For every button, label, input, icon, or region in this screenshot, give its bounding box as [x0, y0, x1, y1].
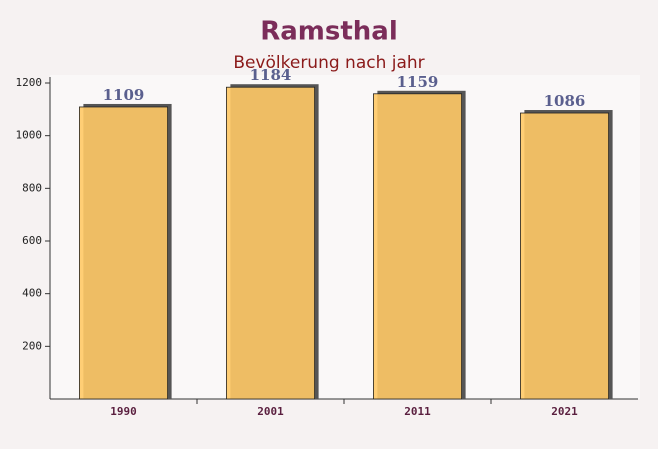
- value-label: 1086: [544, 92, 586, 110]
- bar: [225, 86, 315, 400]
- value-label: 1184: [250, 66, 292, 84]
- chart-subtitle: Bevölkerung nach jahr: [233, 53, 424, 73]
- y-tick-label: 800: [22, 181, 42, 194]
- x-tick-label: 2001: [257, 405, 284, 418]
- value-label: 1159: [397, 73, 439, 91]
- y-tick-label: 1200: [16, 76, 43, 89]
- bar: [79, 106, 168, 400]
- value-label: 1109: [103, 86, 145, 104]
- y-tick-label: 200: [22, 339, 42, 352]
- y-tick-label: 400: [22, 287, 42, 300]
- bar: [520, 112, 610, 400]
- x-tick-label: 1990: [110, 405, 137, 418]
- x-tick-label: 2021: [551, 405, 578, 418]
- x-tick-label: 2011: [404, 405, 431, 418]
- chart-title: Ramsthal: [260, 17, 398, 47]
- y-tick-label: 600: [22, 234, 42, 247]
- y-tick-label: 1000: [16, 129, 43, 142]
- bar: [372, 93, 462, 400]
